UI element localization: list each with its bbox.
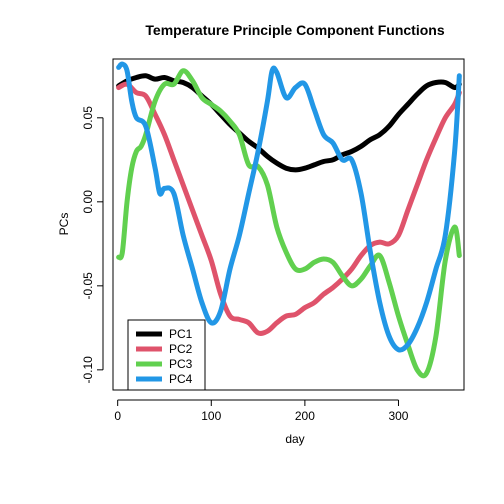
y-axis: -0.10 -0.05 0.00 0.05 xyxy=(81,106,104,384)
y-tick-label: 0.00 xyxy=(81,190,95,214)
y-tick-label: 0.05 xyxy=(81,106,95,130)
series-layer xyxy=(116,61,462,379)
plot-frame xyxy=(112,58,465,391)
chart-title: Temperature Principle Component Function… xyxy=(145,22,444,38)
series-line-pc4 xyxy=(116,61,462,353)
x-tick-label: 200 xyxy=(295,409,315,423)
x-tick-label: 100 xyxy=(201,409,221,423)
x-axis-label: day xyxy=(285,432,304,446)
legend-label-pc4: PC4 xyxy=(169,372,193,386)
legend-label-pc1: PC1 xyxy=(169,327,193,341)
series-line-pc3 xyxy=(116,68,462,379)
y-tick-label: -0.05 xyxy=(81,272,95,300)
y-axis-label: PCs xyxy=(57,213,71,236)
legend-label-pc2: PC2 xyxy=(169,342,193,356)
x-tick-label: 0 xyxy=(114,409,121,423)
x-axis: 0 100 200 300 xyxy=(114,399,409,423)
series-line-pc2 xyxy=(116,81,462,336)
x-tick-label: 300 xyxy=(388,409,408,423)
y-tick-label: -0.10 xyxy=(81,356,95,384)
legend-label-pc3: PC3 xyxy=(169,357,193,371)
